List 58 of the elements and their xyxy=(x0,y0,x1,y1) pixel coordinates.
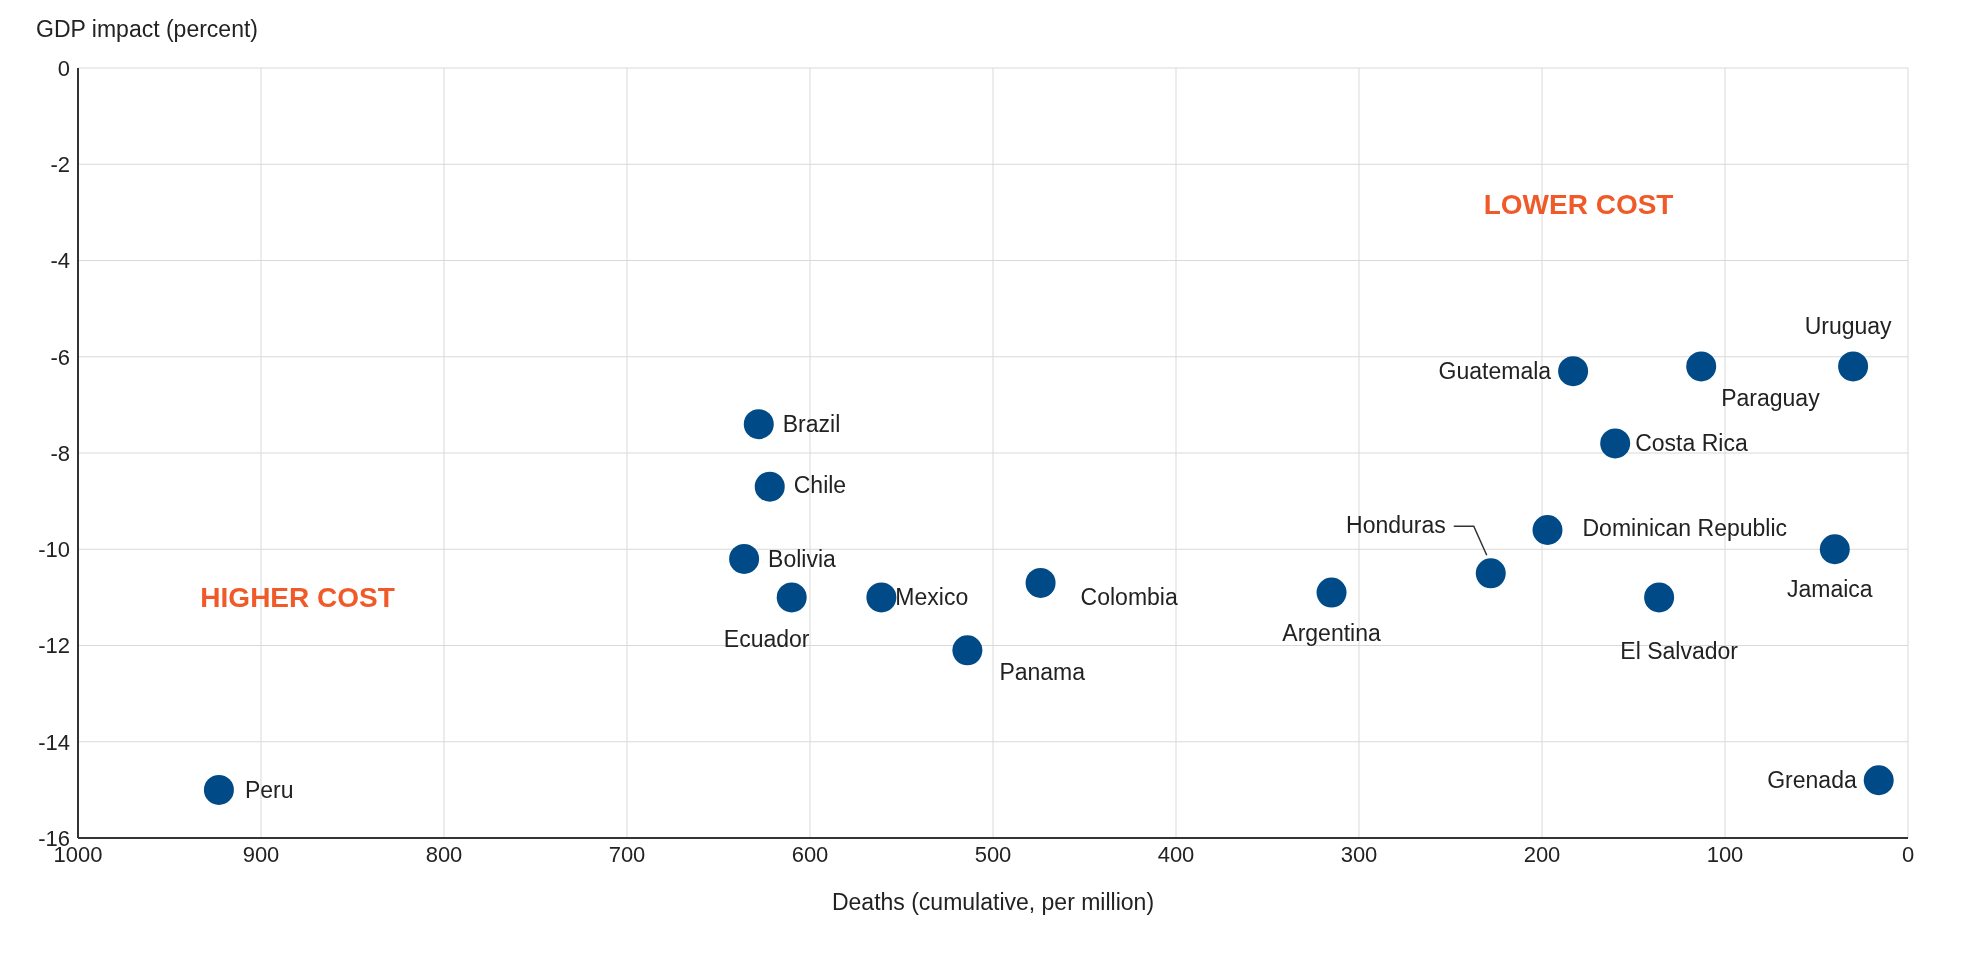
annotation: El Salvador xyxy=(1620,638,1739,665)
annotation: Ecuador xyxy=(723,626,810,653)
annotation: Dominican Republic xyxy=(1582,515,1788,541)
y-tick-label: -14 xyxy=(38,729,70,755)
annotation: HIGHER COST xyxy=(200,582,395,613)
point xyxy=(1863,765,1894,796)
annotation: Bolivia xyxy=(768,545,837,572)
x-tick-label: 800 xyxy=(425,841,463,867)
x-tick-label: 600 xyxy=(791,841,829,867)
annotation: Chile xyxy=(793,471,847,498)
point xyxy=(1558,356,1589,387)
annotation: Costa Rica xyxy=(1635,430,1748,457)
y-tick-label: 0 xyxy=(57,55,70,81)
y-tick-label: -4 xyxy=(50,248,70,274)
x-axis-title: Deaths (cumulative, per million) xyxy=(831,889,1155,915)
point xyxy=(729,543,760,574)
point xyxy=(1475,558,1506,589)
y-tick-label: -2 xyxy=(50,152,70,178)
point xyxy=(1600,428,1631,459)
annotation: Colombia xyxy=(1080,583,1178,610)
x-tick-label: 900 xyxy=(242,841,280,867)
annotation: Grenada xyxy=(1767,767,1857,794)
point xyxy=(1532,515,1563,545)
annotation: Jamaica xyxy=(1786,576,1873,603)
annotation: Uruguay xyxy=(1804,313,1893,340)
y-tick-label: -8 xyxy=(50,440,70,466)
point xyxy=(1025,567,1056,598)
annotation: Brazil xyxy=(782,411,841,438)
x-tick-label: 100 xyxy=(1706,841,1744,867)
point xyxy=(866,582,897,613)
point xyxy=(1819,534,1850,565)
annotation: Argentina xyxy=(1282,619,1381,646)
annotation: Mexico xyxy=(895,584,969,611)
point xyxy=(203,774,234,805)
y-axis-title: GDP impact (percent) xyxy=(36,16,258,43)
point xyxy=(1316,577,1347,608)
x-tick-label: 700 xyxy=(608,841,646,867)
annotation: Paraguay xyxy=(1721,385,1821,412)
point xyxy=(1686,351,1717,382)
annotation: Peru xyxy=(244,776,294,803)
point xyxy=(952,635,983,666)
point xyxy=(743,409,774,440)
y-tick-label: -12 xyxy=(38,633,70,659)
x-tick-label: 200 xyxy=(1523,841,1561,867)
x-tick-label: 300 xyxy=(1340,841,1378,867)
x-tick-label: 400 xyxy=(1157,841,1195,867)
annotation: Honduras xyxy=(1346,512,1446,539)
x-tick-label: 500 xyxy=(974,841,1012,867)
point xyxy=(1838,351,1869,382)
x-tick-label: 0 xyxy=(1901,841,1915,867)
y-tick-label: -10 xyxy=(38,537,70,563)
annotation: Panama xyxy=(999,659,1086,686)
point xyxy=(1644,582,1675,613)
point xyxy=(776,582,807,613)
y-tick-label: -6 xyxy=(50,344,70,370)
annotation: Guatemala xyxy=(1438,358,1552,385)
annotation: LOWER COST xyxy=(1483,189,1674,221)
point xyxy=(754,471,785,502)
